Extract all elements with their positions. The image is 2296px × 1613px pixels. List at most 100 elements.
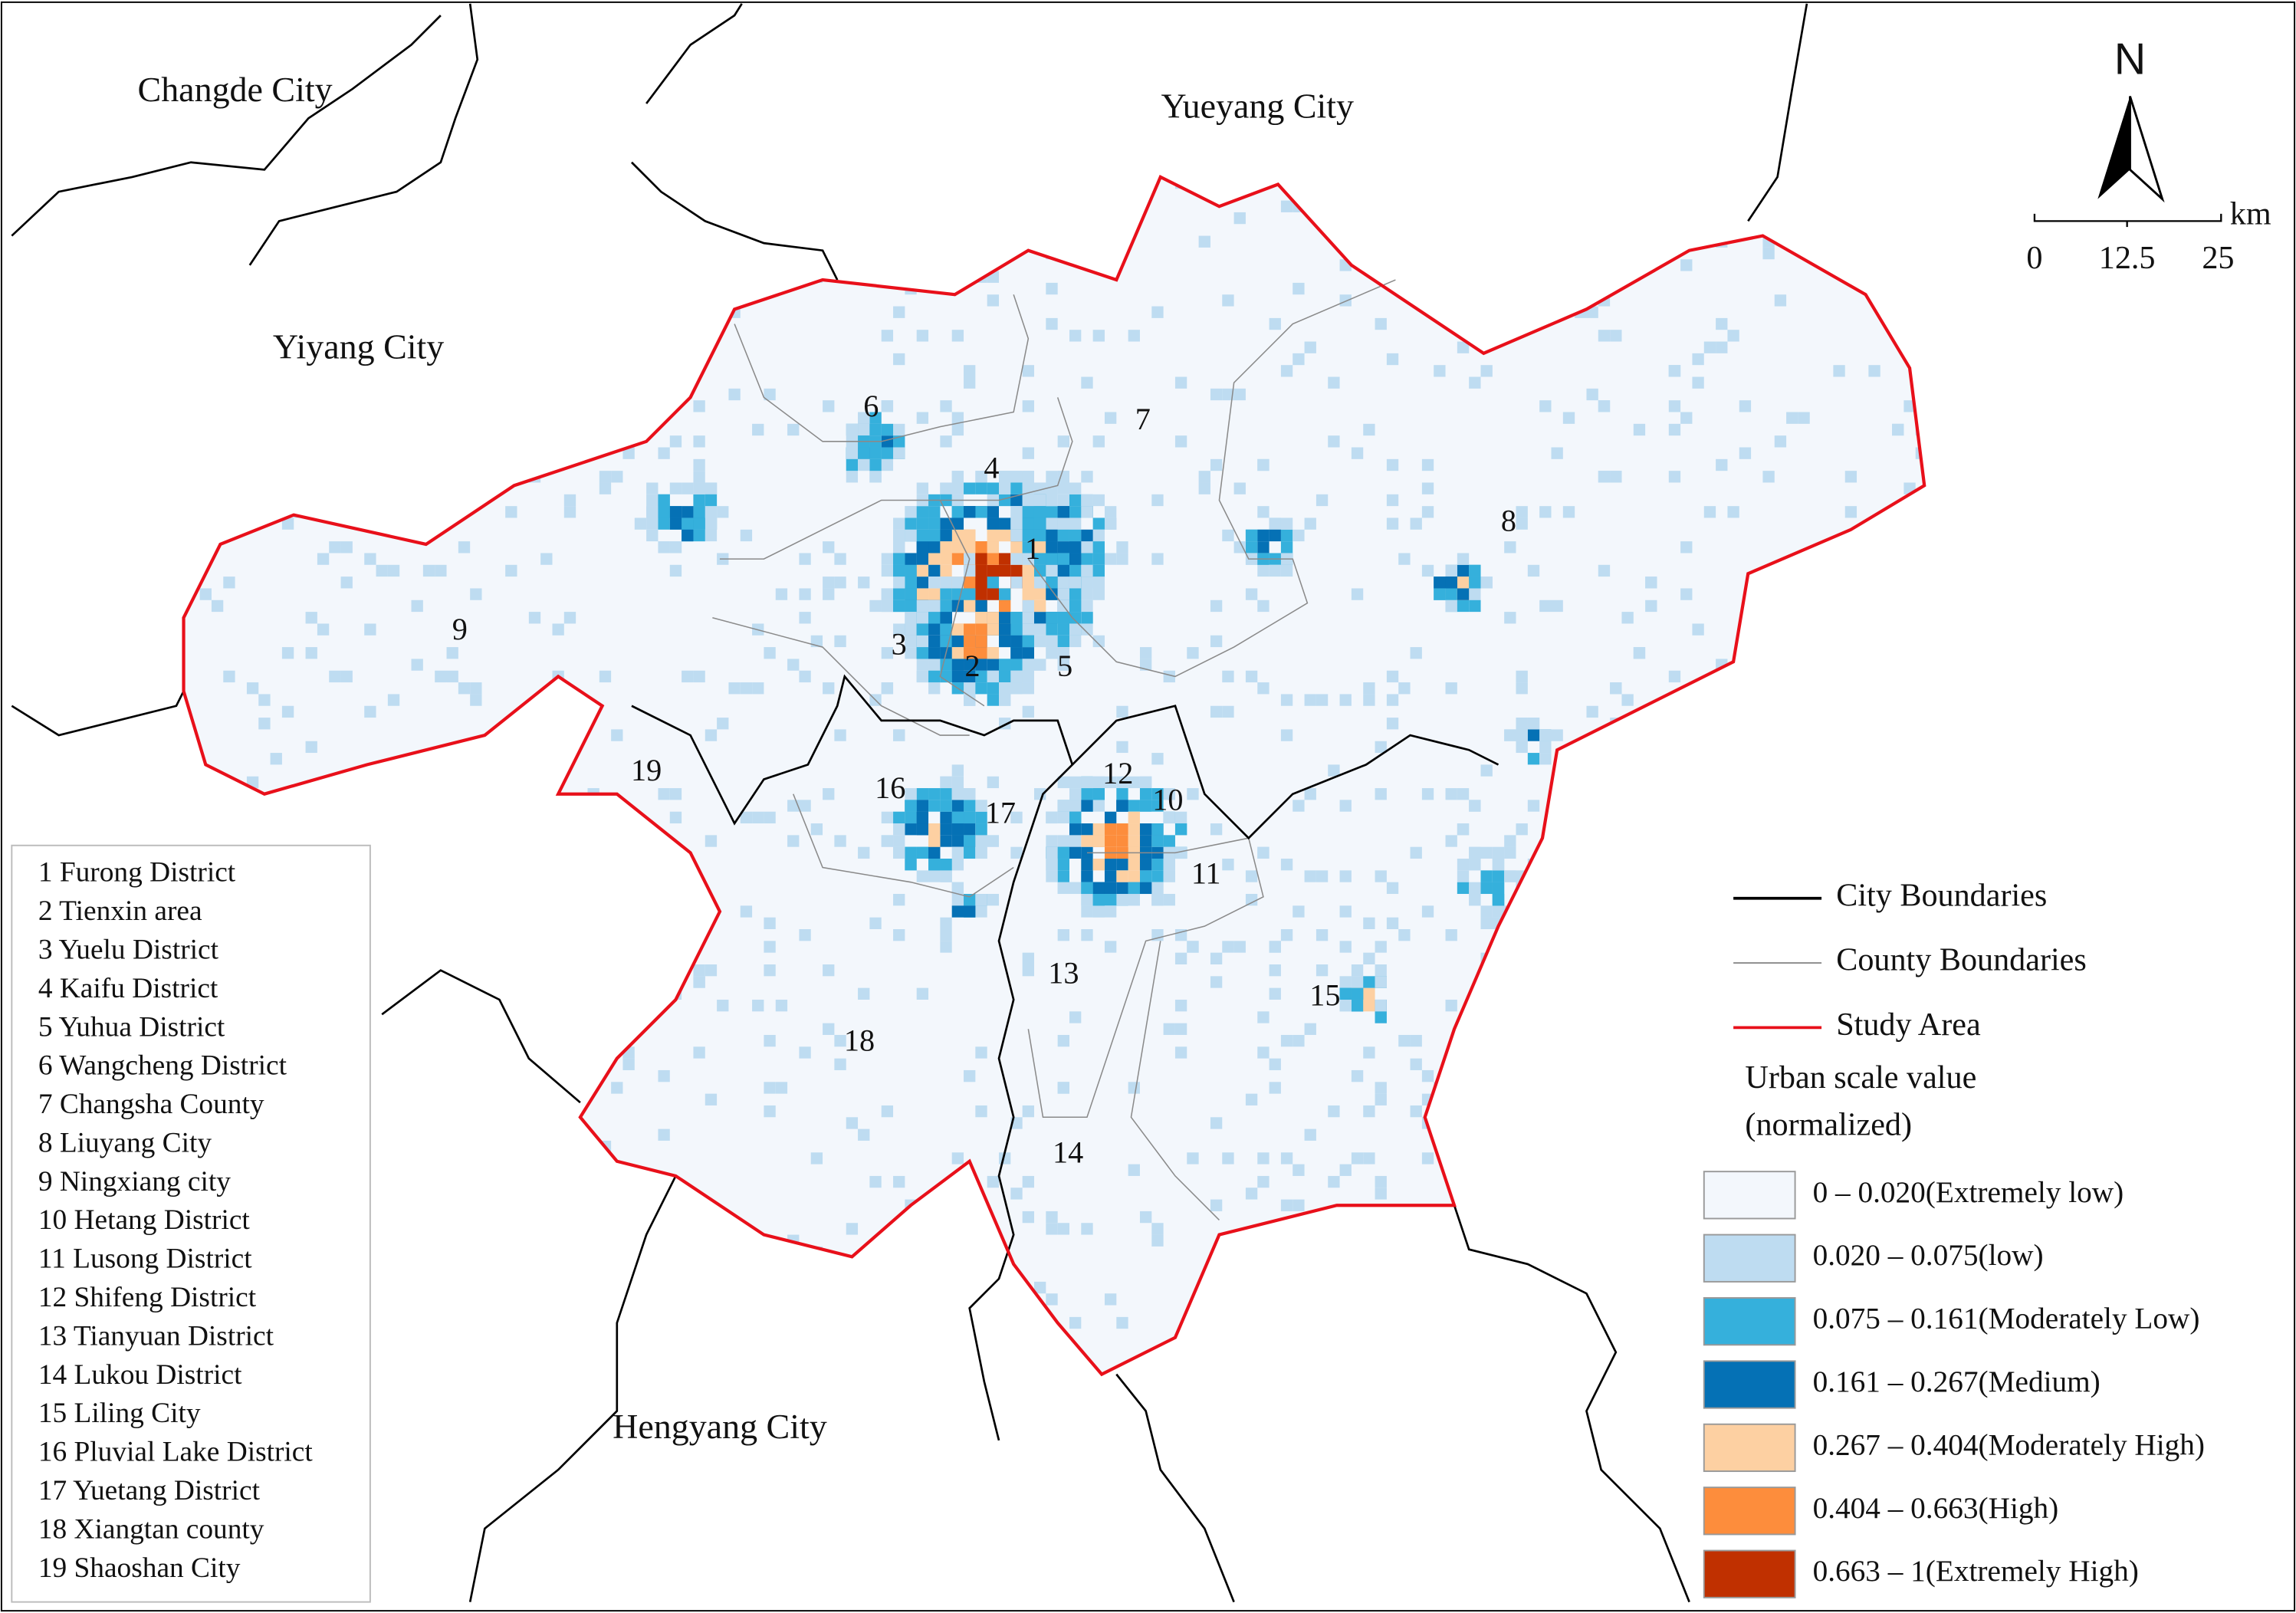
urban-cell (1151, 494, 1164, 507)
urban-cell (1081, 494, 1093, 507)
urban-cell (1092, 835, 1105, 847)
urban-cell (1210, 705, 1223, 718)
district-number: 17 (985, 796, 1016, 830)
urban-cell (599, 482, 612, 494)
urban-cell (1434, 577, 1446, 589)
urban-cell (893, 517, 905, 530)
urban-cell (964, 788, 976, 800)
urban-cell (987, 517, 1000, 530)
urban-cell (951, 764, 964, 777)
legend-title: (normalized) (1745, 1106, 1912, 1142)
urban-cell (246, 682, 259, 695)
urban-cell (1222, 1152, 1234, 1165)
urban-cell (1151, 835, 1164, 847)
urban-cell (682, 506, 694, 518)
urban-cell (964, 846, 976, 859)
urban-cell (1457, 823, 1470, 836)
urban-cell (940, 541, 952, 554)
urban-cell (987, 647, 1000, 659)
urban-cell (669, 435, 682, 448)
urban-cell (211, 600, 224, 613)
urban-cell (1386, 670, 1399, 683)
county-line (1027, 837, 1264, 1119)
urban-cell (940, 517, 952, 530)
urban-cell (1304, 788, 1316, 800)
city-line (468, 1175, 677, 1602)
urban-cell (975, 482, 987, 494)
urban-cell (975, 811, 987, 824)
urban-cell (1128, 776, 1140, 789)
urban-cell (1104, 553, 1117, 565)
district-entry: 3 Yuelu District (38, 934, 219, 965)
urban-cell (1092, 494, 1105, 507)
urban-cell (1280, 729, 1293, 741)
urban-cell (446, 670, 458, 683)
city-line (645, 3, 743, 104)
city-boundaries (11, 3, 1808, 1603)
urban-cell (893, 564, 905, 577)
urban-cell (1421, 788, 1434, 800)
urban-cell (975, 846, 987, 859)
urban-cell (1539, 753, 1552, 765)
urban-cell (1480, 870, 1493, 882)
district-number: 14 (1053, 1135, 1083, 1169)
urban-cell (905, 553, 917, 565)
district-entry: 11 Lusong District (38, 1243, 252, 1275)
urban-cell (1445, 600, 1457, 613)
urban-cell (940, 800, 952, 812)
urban-cell (1210, 823, 1223, 836)
urban-cell (1022, 952, 1034, 964)
urban-cell (1375, 1082, 1387, 1094)
urban-cell (364, 553, 376, 565)
urban-cell (951, 471, 964, 483)
urban-cell (1057, 811, 1069, 824)
urban-cell (1069, 529, 1082, 542)
urban-cell (646, 494, 659, 507)
urban-cell (1057, 612, 1069, 624)
urban-cell (669, 482, 682, 494)
district-number: 3 (892, 626, 907, 661)
urban-cell (1527, 564, 1540, 577)
urban-cell (1046, 846, 1058, 859)
urban-cell (1057, 517, 1069, 530)
urban-cell (1421, 1152, 1434, 1165)
urban-cell (928, 612, 941, 624)
urban-cell (1457, 341, 1470, 353)
urban-cell (1104, 835, 1117, 847)
county-boundaries (712, 279, 1396, 1220)
urban-cell (1293, 1164, 1305, 1176)
urban-cell (199, 588, 212, 600)
urban-cell (1386, 917, 1399, 930)
urban-cell (1116, 705, 1128, 718)
urban-cell (1328, 435, 1340, 448)
urban-cell (1233, 941, 1246, 953)
urban-cell (893, 835, 905, 847)
urban-cell (799, 612, 811, 624)
urban-cell (1174, 846, 1187, 859)
urban-cell (951, 412, 964, 424)
urban-cell (928, 541, 941, 554)
district-number: 19 (631, 753, 662, 787)
urban-cell (717, 999, 729, 1012)
urban-cell (1046, 635, 1058, 648)
urban-cell (1527, 800, 1540, 812)
urban-cell (951, 1152, 964, 1165)
urban-cell (928, 564, 941, 577)
urban-cell (987, 564, 1000, 577)
urban-cell (1386, 694, 1399, 706)
urban-cell (669, 564, 682, 577)
urban-cell (1339, 905, 1352, 918)
urban-cell (1457, 788, 1470, 800)
urban-cell (1280, 1199, 1293, 1211)
urban-cell (1069, 494, 1082, 507)
urban-cell (1351, 1069, 1364, 1082)
urban-cell (1163, 670, 1175, 683)
urban-cell (1057, 870, 1069, 882)
urban-cell (1069, 541, 1082, 554)
district-number: 15 (1309, 977, 1340, 1012)
urban-cell (1081, 800, 1093, 812)
urban-cell (928, 659, 941, 671)
city-line (11, 15, 442, 237)
urban-cell (1081, 541, 1093, 554)
urban-cell (928, 517, 941, 530)
